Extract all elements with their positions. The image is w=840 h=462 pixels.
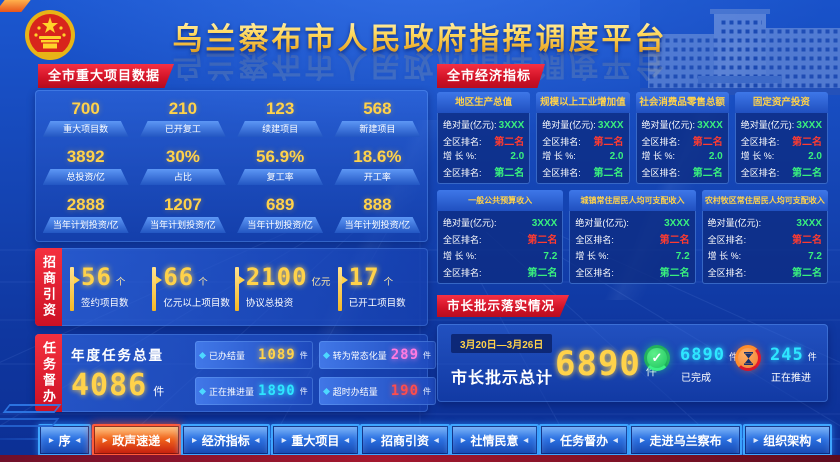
arrow-left-icon: ◀ — [344, 437, 349, 444]
arrow-left-icon: ◀ — [75, 437, 81, 444]
completed-label: 已完成 — [681, 373, 711, 384]
stat-plan-invest-1: 2888 当年计划投资/亿 — [42, 195, 129, 233]
marker-bar-icon — [234, 267, 245, 311]
bottom-red-strip — [0, 455, 840, 462]
arrow-right-icon: ▶ — [192, 437, 197, 444]
diamond-bullet-icon — [198, 351, 207, 359]
arrow-right-icon: ▶ — [49, 437, 54, 444]
diamond-bullet-icon — [198, 387, 207, 395]
stat-major-projects: 700 重大项目数 — [42, 99, 129, 137]
stat-resume-rate: 56.9% 复工率 — [237, 147, 324, 185]
econ-card-retail: 社会消费品零售总额 绝对量(亿元): 3XXX 全区排名: 第二名 增 长 %: 2.… — [635, 92, 729, 184]
nav-tab-major-projects[interactable]: ▶ 重大项目 ◀ — [270, 424, 360, 456]
economy-cards-row1: 地区生产总值 绝对量(亿元): 3XXX 全区排名: 第二名 增 长 %: 2.0 全… — [437, 92, 828, 184]
date-range-badge: 3月20日—3月26日 — [451, 334, 553, 353]
circuit-decoration — [2, 404, 62, 413]
arrow-right-icon: ▶ — [281, 437, 287, 444]
stat-resumed: 210 已开复工 — [139, 99, 226, 137]
inprogress-count: 245 件 — [770, 345, 817, 365]
arrow-right-icon: ▶ — [640, 437, 645, 444]
nav-tab-gov-news[interactable]: ▶ 政声速递 ◀ — [91, 424, 181, 456]
stat-new: 568 新建项目 — [334, 99, 421, 137]
economy-cards-row2: 一般公共预算收入 绝对量(亿元): 3XXX 全区排名: 第二名 增 长 %: 7.2… — [437, 190, 828, 284]
econ-card-urban-income: 城镇常住居民人均可支配收入 绝对量(亿元): 3XXX 全区排名: 第二名 增 长 … — [569, 190, 696, 284]
projects-stats-panel: 700 重大项目数 210 已开复工 123 续建项目 568 新建项目 389… — [35, 90, 428, 242]
task-inprogress-card: 正在推进量 1890 件 — [195, 377, 313, 405]
diamond-bullet-icon — [322, 351, 330, 359]
stat-plan-invest-4: 888 当年计划投资/亿 — [334, 195, 421, 233]
arrow-left-icon: ◀ — [433, 437, 439, 444]
arrow-right-icon: ▶ — [753, 437, 759, 444]
invest-started-projects: 17 个 已开工项目数 — [337, 263, 420, 311]
arrow-right-icon: ▶ — [102, 437, 108, 444]
mayor-section-badge: 市长批示落实情况 — [437, 295, 570, 317]
nav-tab-org-structure[interactable]: ▶ 组织架构 ◀ — [742, 424, 832, 456]
arrow-left-icon: ◀ — [254, 437, 260, 444]
econ-card-gdp: 地区生产总值 绝对量(亿元): 3XXX 全区排名: 第二名 增 长 %: 2.0 全… — [437, 92, 531, 184]
econ-card-industrial: 规模以上工业增加值 绝对量(亿元): 3XXX 全区排名: 第二名 增 长 %: 2.… — [536, 92, 630, 184]
tasks-annual-total: 年度任务总量 4086 件 — [71, 348, 165, 403]
investment-section-tab: 招商引资 — [35, 248, 62, 326]
task-completed-card: 已办结量 1089 件 — [195, 341, 313, 369]
arrow-left-icon: ◀ — [613, 437, 618, 444]
stat-total-investment: 3892 总投资/亿 — [42, 147, 129, 185]
mayor-card: 3月20日—3月26日 市长批示总计 6890 件 ✓ 6890 件 已完成 2… — [437, 324, 828, 402]
stat-continued: 123 续建项目 — [237, 99, 324, 137]
marker-bar-icon — [152, 267, 163, 311]
mayor-total-label: 市长批示总计 — [451, 370, 554, 387]
invest-over-100m: 66 个 亿元以上项目数 — [152, 263, 234, 311]
nav-tab-economy[interactable]: ▶ 经济指标 ◀ — [181, 424, 271, 456]
stat-plan-invest-3: 689 当年计划投资/亿 — [237, 195, 324, 233]
economy-section-badge: 全市经济指标 — [437, 64, 546, 88]
invest-agreement-total: 2100 亿元 协议总投资 — [234, 263, 338, 311]
marker-bar-icon — [70, 267, 80, 311]
arrow-left-icon: ◀ — [165, 437, 170, 444]
page-title: 乌兰察布市人民政府指挥调度平台 — [0, 14, 840, 58]
completed-check-icon: ✓ — [644, 345, 670, 371]
marker-bar-icon — [337, 267, 348, 311]
bottom-nav: ▶ 序 ◀ ▶ 政声速递 ◀ ▶ 经济指标 ◀ ▶ 重大项目 ◀ ▶ 招商引资 ◀ ▶ 社情民意 ◀ ▶… — [38, 423, 832, 457]
stat-ratio: 30% 占比 — [139, 147, 226, 185]
stat-plan-invest-2: 1207 当年计划投资/亿 — [139, 195, 226, 233]
completed-count: 6890 件 — [680, 345, 738, 365]
investment-section: 招商引资 56 个 签约项目数 66 个 — [35, 248, 428, 326]
econ-card-public-budget: 一般公共预算收入 绝对量(亿元): 3XXX 全区排名: 第二名 增 长 %: 7.2… — [437, 190, 564, 284]
task-normalized-card: 转为常态化量 289 件 — [318, 341, 437, 369]
arrow-left-icon: ◀ — [726, 437, 732, 444]
arrow-right-icon: ▶ — [371, 437, 376, 444]
arrow-right-icon: ▶ — [550, 437, 556, 444]
circuit-decoration — [0, 418, 60, 427]
arrow-left-icon: ◀ — [816, 437, 821, 444]
stat-start-rate: 18.6% 开工率 — [334, 147, 421, 185]
mayor-total-value: 6890 件 — [555, 344, 657, 384]
projects-section-badge: 全市重大项目数据 — [38, 64, 175, 88]
econ-card-fixed-assets: 固定资产投资 绝对量(亿元): 3XXX 全区排名: 第二名 增 长 %: 2.0 全… — [734, 92, 828, 184]
hourglass-icon — [735, 345, 761, 371]
task-overdue-card: 超时办结量 190 件 — [318, 377, 437, 405]
invest-signed-projects: 56 个 签约项目数 — [70, 263, 152, 311]
nav-tab-public-opinion[interactable]: ▶ 社情民意 ◀ — [449, 424, 540, 456]
econ-card-rural-income: 农村牧区常住居民人均可支配收入 绝对量(亿元): 3XXX 全区排名: 第二名 增 … — [701, 190, 828, 284]
tasks-section: 任务督办 年度任务总量 4086 件 已办结量 1089 件 转为常态化量 28… — [35, 334, 437, 412]
tasks-breakdown-grid: 已办结量 1089 件 转为常态化量 289 件 正在推进量 1890 件 超时… — [195, 341, 437, 405]
arrow-left-icon: ◀ — [523, 437, 529, 444]
nav-tab-about-ulanqab[interactable]: ▶ 走进乌兰察布 ◀ — [629, 424, 743, 456]
arrow-right-icon: ▶ — [460, 437, 466, 444]
nav-tab-preface[interactable]: ▶ 序 ◀ — [38, 424, 92, 456]
tasks-section-tab: 任务督办 — [35, 334, 62, 412]
national-emblem-logo — [25, 10, 75, 60]
inprogress-label: 正在推进 — [771, 373, 811, 384]
diamond-bullet-icon — [322, 387, 330, 395]
nav-tab-investment[interactable]: ▶ 招商引资 ◀ — [360, 424, 450, 456]
nav-tab-tasks[interactable]: ▶ 任务督办 ◀ — [539, 424, 629, 456]
investment-stats-row: 56 个 签约项目数 66 个 亿元以上项目数 — [62, 248, 428, 326]
